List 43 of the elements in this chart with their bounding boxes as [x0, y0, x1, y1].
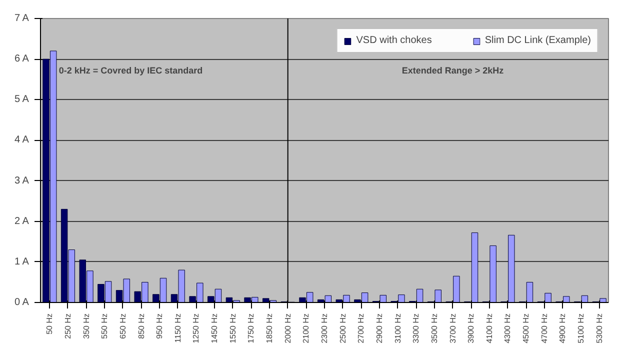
- annotation: Extended Range > 2kHz: [402, 65, 504, 76]
- x-tick-label: 1750 Hz: [246, 314, 256, 344]
- annotation: 0-2 kHz = Covred by IEC standard: [58, 65, 203, 76]
- x-tick-label: 550 Hz: [100, 313, 110, 339]
- x-tick-label: 1250 Hz: [192, 314, 201, 344]
- y-tick-label: 7 A: [14, 13, 30, 24]
- y-tick-label: 0 A: [14, 297, 30, 308]
- x-tick-label: 4100 Hz: [484, 314, 494, 344]
- y-tick-label: 6 A: [14, 54, 30, 65]
- y-tick-label: 5 A: [14, 94, 30, 106]
- x-tick-label: 4700 Hz: [540, 314, 549, 344]
- x-tick-label: 2300 Hz: [320, 314, 329, 344]
- x-tick-label: 1450 Hz: [210, 314, 220, 344]
- y-tick-label: 2 A: [14, 216, 30, 227]
- x-tick-label: 3300 Hz: [412, 314, 421, 344]
- x-tick-label: 2700 Hz: [356, 314, 366, 344]
- y-tick-label: 4 A: [14, 134, 30, 146]
- x-tick-label: 2000 Hz: [283, 314, 292, 344]
- x-tick-label: 350 Hz: [82, 313, 91, 339]
- x-tick-label: 4900 Hz: [558, 314, 568, 344]
- x-tick-label: 950 Hz: [155, 313, 164, 339]
- x-tick-label: 650 Hz: [118, 313, 128, 339]
- x-tick-label: 3500 Hz: [430, 314, 439, 344]
- x-tick-label: 5100 Hz: [576, 314, 586, 344]
- x-tick-label: 1150 Hz: [173, 314, 182, 343]
- x-tick-label: 250 Hz: [63, 313, 72, 339]
- x-tick-label: 4500 Hz: [522, 314, 531, 344]
- x-tick-label: 2500 Hz: [338, 314, 348, 344]
- x-tick-label: 1850 Hz: [265, 314, 274, 344]
- x-tick-label: 50 Hz: [45, 313, 54, 334]
- x-tick-label: 4300 Hz: [503, 314, 512, 344]
- x-tick-label: 5300 Hz: [594, 314, 604, 344]
- x-tick-label: 3100 Hz: [393, 314, 402, 344]
- x-tick-label: 2100 Hz: [302, 314, 311, 344]
- y-tick-label: 1 A: [14, 256, 30, 268]
- x-tick-label: 850 Hz: [136, 313, 146, 339]
- y-tick-label: 3 A: [14, 175, 30, 186]
- x-tick-label: 2900 Hz: [374, 314, 384, 344]
- legend-label: Slim DC Link (Example): [484, 35, 591, 46]
- legend-label: VSD with chokes: [356, 35, 432, 46]
- x-tick-label: 1550 Hz: [228, 314, 238, 344]
- x-tick-label: 3700 Hz: [448, 314, 458, 344]
- x-tick-label: 3900 Hz: [466, 314, 476, 344]
